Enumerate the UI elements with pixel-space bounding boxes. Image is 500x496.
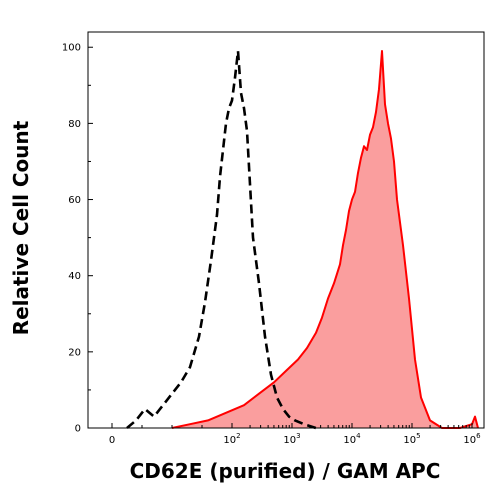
y-tick-label: 0 xyxy=(75,424,81,435)
x-tick-label: 105 xyxy=(403,432,420,446)
series-1-line xyxy=(171,50,479,429)
y-tick-label: 60 xyxy=(68,195,81,206)
x-tick-label: 102 xyxy=(223,432,240,446)
y-tick-label: 100 xyxy=(62,43,81,54)
axes: 0 20 40 60 80 100 0 102 103 104 105 106 xyxy=(62,31,485,446)
plot-frame xyxy=(87,31,485,429)
series-0-line xyxy=(126,49,317,430)
x-tick-label: 103 xyxy=(283,432,300,446)
y-tick-label: 80 xyxy=(68,119,81,130)
x-axis-title: CD62E (purified) / GAM APC xyxy=(130,459,441,483)
y-tick-label: 40 xyxy=(68,271,81,282)
x-tick-label: 106 xyxy=(463,432,481,446)
y-tick-label: 20 xyxy=(68,347,81,358)
x-tick-label: 0 xyxy=(109,435,115,446)
y-axis-title: Relative Cell Count xyxy=(9,120,33,335)
plot-area xyxy=(126,49,479,430)
series-1-area xyxy=(172,51,478,428)
x-tick-label: 104 xyxy=(343,432,361,446)
